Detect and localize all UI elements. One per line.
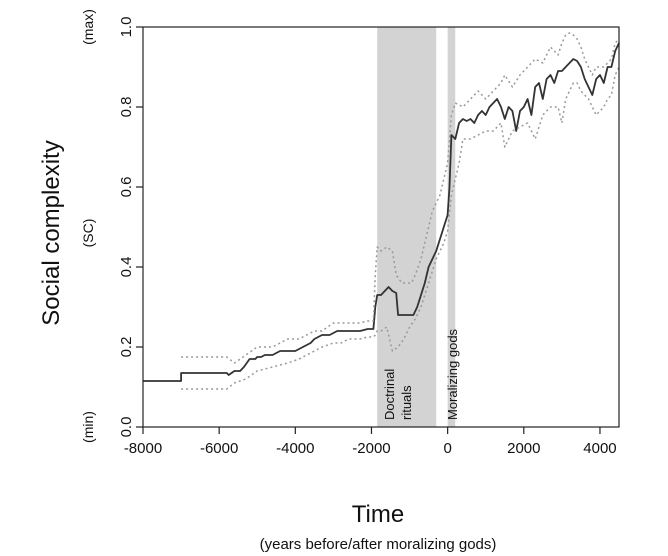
series-line-bound-2: [181, 66, 620, 390]
shaded-regions: [377, 27, 456, 427]
y-tick-label: 0.6: [118, 177, 135, 198]
x-tick-label: -2000: [352, 440, 390, 457]
region-labels: Doctrinal rituals Moralizing gods: [382, 328, 460, 420]
y-min-label: (min): [80, 411, 96, 443]
y-tick-label: 0.4: [118, 257, 135, 278]
y-tick-label: 1.0: [118, 17, 135, 38]
x-axis-title: Time: [352, 501, 404, 528]
x-tick-label: 2000: [507, 440, 540, 457]
y-tick-label: 0.0: [118, 417, 135, 438]
shaded-region-1: [377, 27, 437, 427]
series-line-bound-1: [181, 32, 620, 364]
region-label-doctrinal: Doctrinal: [382, 369, 397, 420]
x-axis: -8000 -6000 -4000 -2000 0 2000 4000: [124, 427, 617, 457]
y-axis: 0.0 0.2 0.4 0.6 0.8 1.0: [118, 17, 143, 438]
y-axis-subtitle: (SC): [80, 219, 96, 248]
region-label-rituals: rituals: [399, 385, 414, 420]
x-tick-label: -6000: [200, 440, 238, 457]
series-line-mean: [143, 42, 620, 382]
x-tick-label: -4000: [276, 440, 314, 457]
region-label-moralizing-gods: Moralizing gods: [445, 328, 460, 420]
x-tick-label: -8000: [124, 440, 162, 457]
x-axis-subtitle: (years before/after moralizing gods): [260, 536, 497, 553]
x-tick-label: 4000: [583, 440, 616, 457]
series-lines: [143, 32, 620, 390]
x-tick-label: 0: [443, 440, 451, 457]
shaded-region-2: [447, 27, 456, 427]
plot-frame: [142, 26, 620, 428]
y-tick-label: 0.2: [118, 337, 135, 358]
y-max-label: (max): [80, 9, 96, 45]
y-axis-title: Social complexity: [38, 140, 65, 325]
y-tick-label: 0.8: [118, 97, 135, 118]
